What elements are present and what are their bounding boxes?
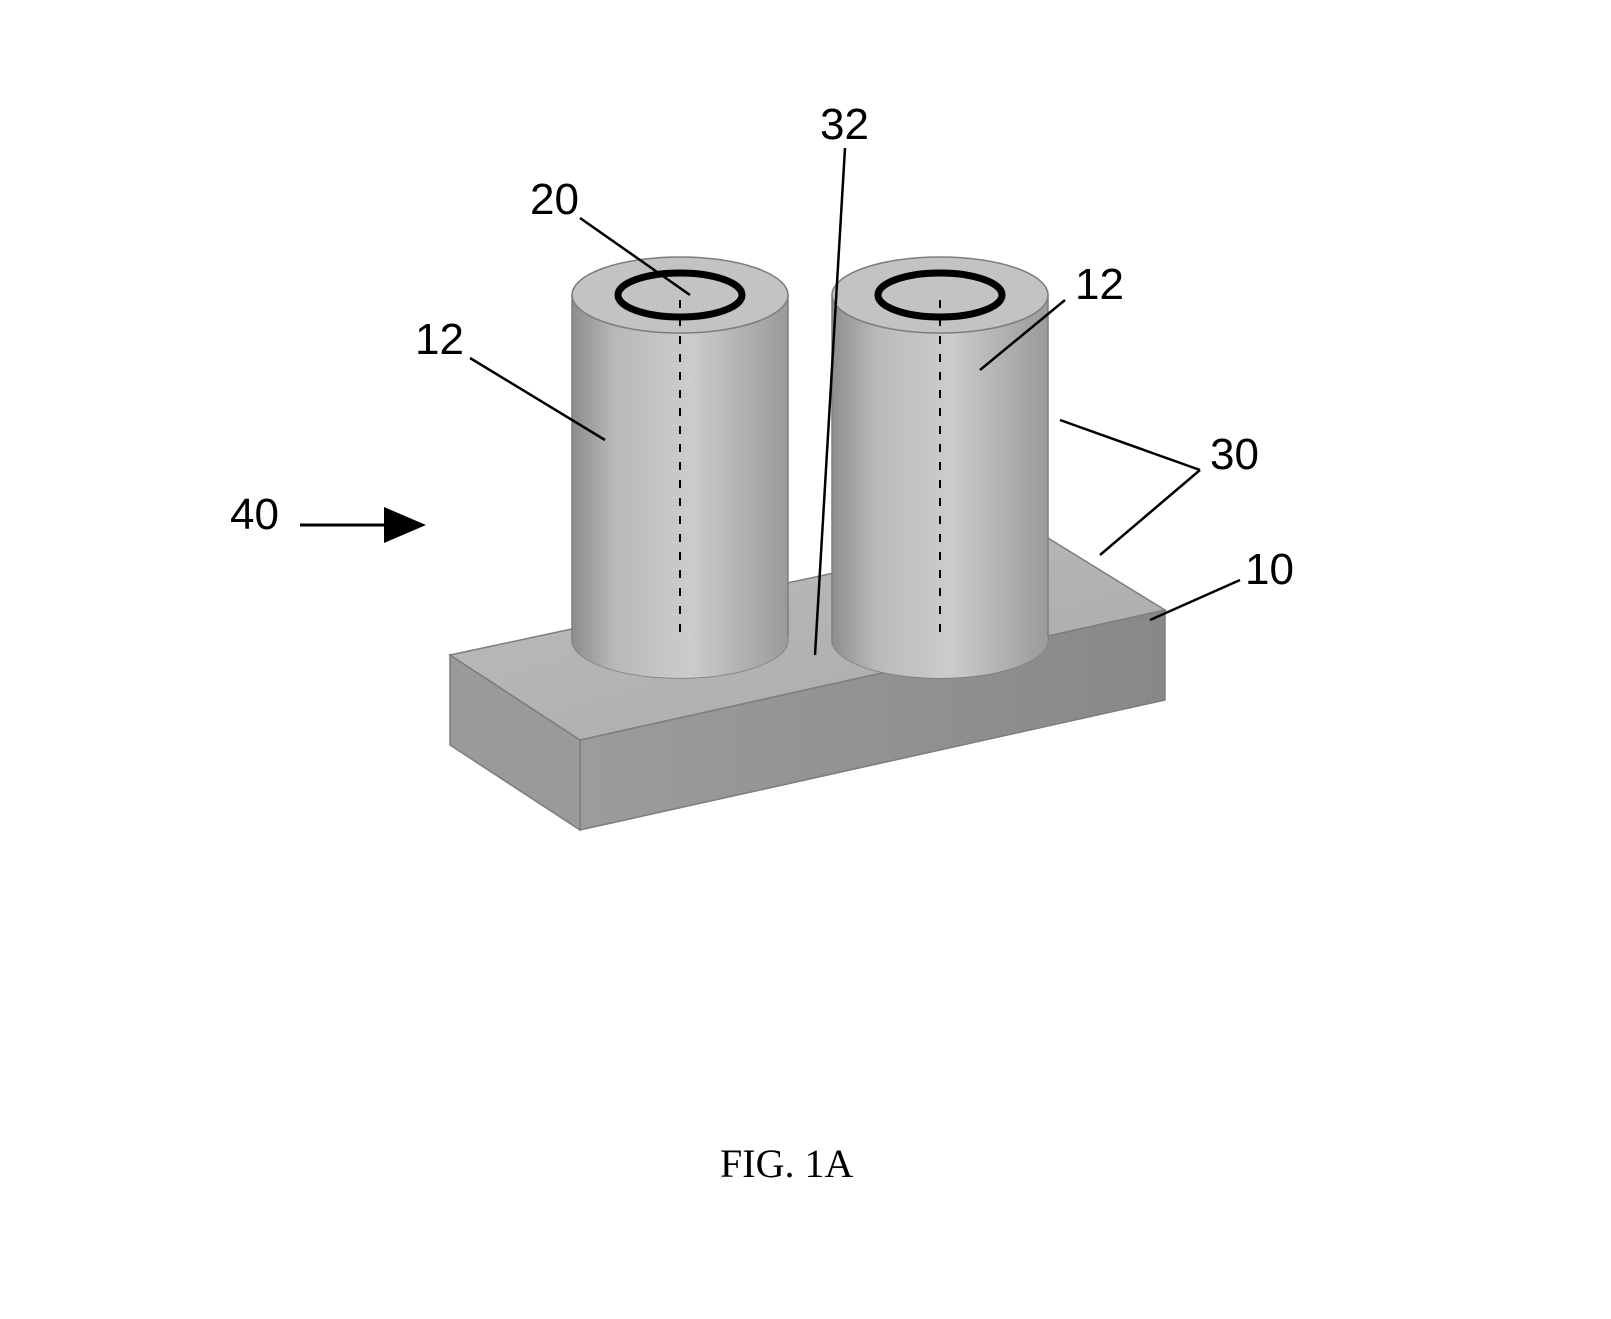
label-20: 20	[530, 175, 579, 225]
figure-container: 32 20 12 12 30 10 40 FIG. 1A	[0, 0, 1611, 1319]
figure-caption: FIG. 1A	[720, 1140, 853, 1187]
label-32: 32	[820, 100, 869, 150]
label-12-left: 12	[415, 315, 464, 365]
label-12-right: 12	[1075, 260, 1124, 310]
nanowire-right	[832, 257, 1048, 678]
label-10: 10	[1245, 545, 1294, 595]
diagram-svg	[0, 0, 1611, 1319]
label-30: 30	[1210, 430, 1259, 480]
nanowire-left	[572, 257, 788, 678]
label-40: 40	[230, 490, 279, 540]
